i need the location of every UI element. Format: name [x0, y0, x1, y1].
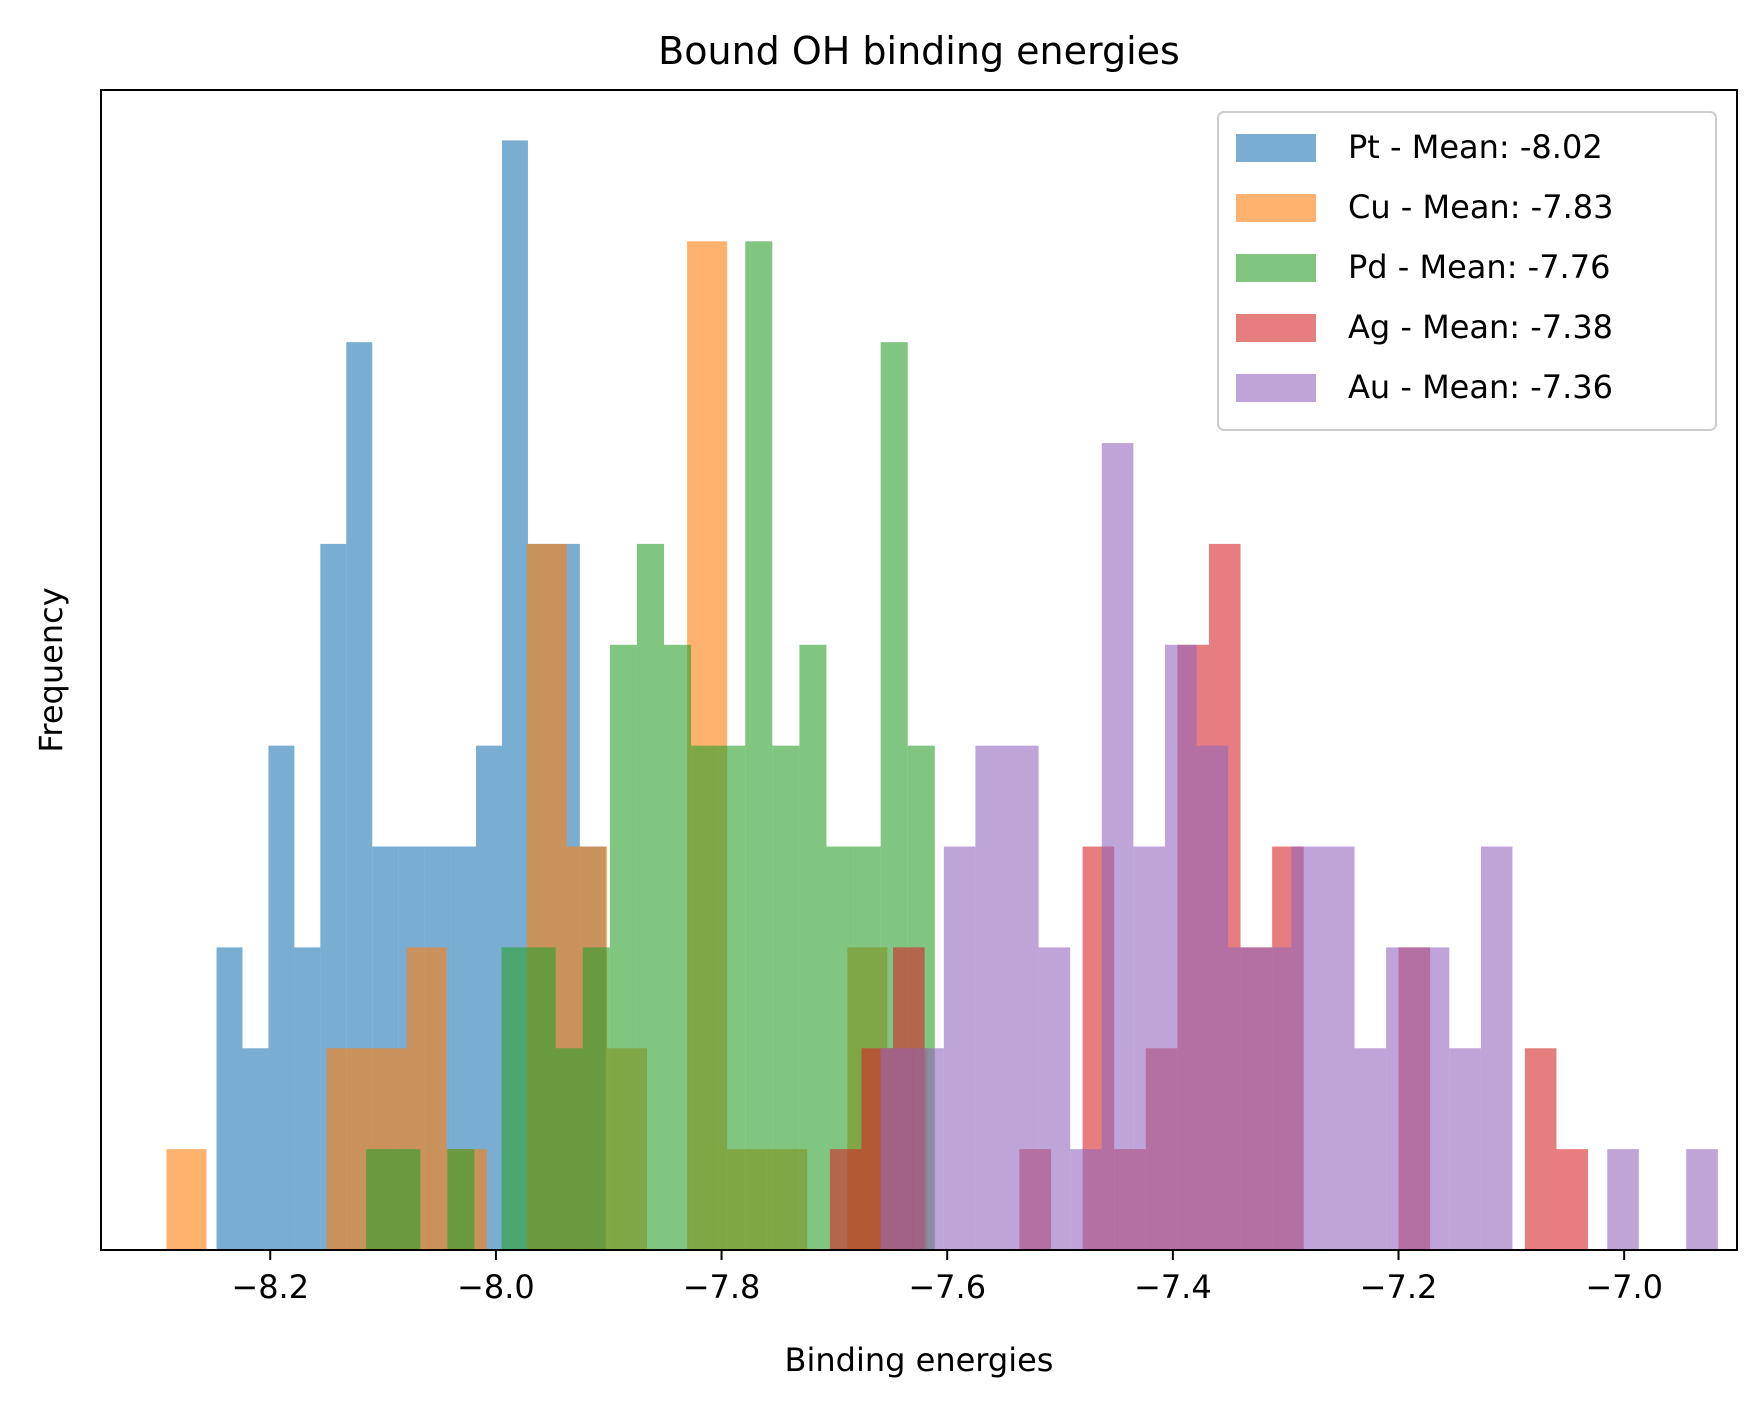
legend-label-3: Ag - Mean: -7.38: [1348, 308, 1613, 346]
bar-series-2-bin-3: [501, 947, 529, 1250]
series-4: [880, 443, 1718, 1250]
bar-series-2-bin-1: [393, 1149, 421, 1250]
bar-series-4-bin-8: [1133, 846, 1165, 1250]
legend-swatch-3: [1236, 314, 1316, 342]
bar-series-2-bin-8: [636, 543, 665, 1250]
legend-swatch-1: [1236, 194, 1316, 222]
bar-series-0-bin-0: [216, 947, 243, 1250]
bar-series-4-bin-20: [1607, 1149, 1639, 1250]
bar-series-4-bin-7: [1101, 443, 1134, 1250]
legend-label-1: Cu - Mean: -7.83: [1348, 188, 1613, 226]
bar-series-2-bin-5: [555, 1048, 583, 1250]
legend-label-0: Pt - Mean: -8.02: [1348, 128, 1603, 166]
bar-series-4-bin-14: [1322, 846, 1355, 1250]
legend-frame: [1217, 111, 1717, 431]
bar-series-0-bin-2: [268, 745, 295, 1250]
bar-series-2-bin-9: [664, 644, 692, 1250]
bar-series-4-bin-2: [943, 846, 976, 1250]
bar-series-3-bin-12: [1524, 1048, 1557, 1250]
bar-series-4-bin-15: [1354, 1048, 1387, 1250]
bar-series-2-bin-7: [609, 644, 637, 1250]
bar-series-2-bin-0: [366, 1149, 394, 1250]
x-tick-label-4: −7.4: [1134, 1268, 1212, 1306]
bar-series-2-bin-2: [447, 1149, 475, 1250]
bar-series-4-bin-18: [1449, 1048, 1481, 1250]
legend-swatch-4: [1236, 374, 1316, 402]
bar-series-4-bin-0: [880, 1048, 913, 1250]
bar-series-4-bin-9: [1164, 644, 1197, 1250]
x-tick-label-5: −7.2: [1360, 1268, 1438, 1306]
x-axis-label: Binding energies: [785, 1341, 1054, 1379]
bar-series-4-bin-12: [1259, 947, 1292, 1250]
bar-series-4-bin-5: [1038, 947, 1071, 1250]
x-tick-label-0: −8.2: [231, 1268, 309, 1306]
bar-series-4-bin-17: [1417, 947, 1450, 1250]
bar-series-4-bin-13: [1291, 846, 1323, 1250]
bar-series-2-bin-14: [799, 644, 827, 1250]
y-axis-label: Frequency: [32, 587, 70, 752]
bar-series-1-bin-0: [166, 1149, 207, 1250]
bar-series-4-bin-11: [1228, 947, 1260, 1250]
bar-series-2-bin-10: [691, 745, 719, 1250]
x-axis-ticks: −8.2 −8.0 −7.8 −7.6 −7.4 −7.2 −7.0: [231, 1250, 1663, 1306]
legend-label-4: Au - Mean: -7.36: [1348, 368, 1613, 406]
x-tick-label-2: −7.8: [683, 1268, 761, 1306]
bar-series-4-bin-3: [975, 745, 1007, 1250]
legend-swatch-2: [1236, 254, 1316, 282]
legend: Pt - Mean: -8.02 Cu - Mean: -7.83 Pd - Mea…: [1217, 111, 1717, 431]
histogram-bars: [166, 140, 1718, 1251]
bar-series-2-bin-11: [718, 745, 746, 1250]
bar-series-0-bin-1: [242, 1048, 269, 1250]
bar-series-4-bin-21: [1686, 1149, 1718, 1250]
bar-series-2-bin-6: [582, 947, 610, 1250]
x-tick-label-1: −8.0: [457, 1268, 535, 1306]
bar-series-4-bin-6: [1070, 1149, 1102, 1250]
x-tick-label-6: −7.0: [1585, 1268, 1663, 1306]
bar-series-4-bin-4: [1007, 745, 1039, 1250]
bar-series-4-bin-19: [1480, 846, 1513, 1250]
bar-series-4-bin-10: [1196, 745, 1229, 1250]
bar-series-4-bin-16: [1386, 947, 1418, 1250]
plot-frame: [100, 89, 1738, 1251]
chart-title: Bound OH binding energies: [658, 29, 1180, 73]
bar-series-3-bin-0: [829, 1149, 862, 1250]
legend-swatch-0: [1236, 134, 1316, 162]
bar-series-3-bin-13: [1556, 1149, 1589, 1250]
bar-series-2-bin-12: [745, 241, 773, 1251]
bar-series-1-bin-1: [326, 1048, 367, 1250]
legend-label-2: Pd - Mean: -7.76: [1348, 248, 1610, 286]
bar-series-0-bin-3: [294, 947, 321, 1250]
x-tick-label-3: −7.6: [908, 1268, 986, 1306]
bar-series-4-bin-1: [912, 1048, 944, 1250]
bar-series-2-bin-13: [772, 745, 800, 1250]
bar-series-2-bin-4: [528, 947, 556, 1250]
